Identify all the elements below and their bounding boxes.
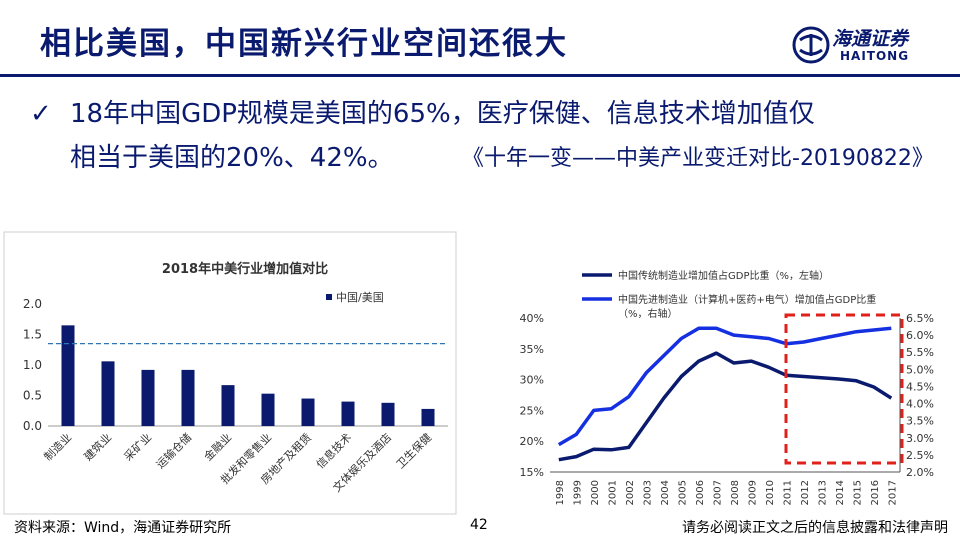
line-right-tick-label: 4.0% <box>906 398 934 411</box>
line-x-tick-label: 2009 <box>747 480 758 505</box>
bar-房地产及租赁 <box>301 398 315 426</box>
report-reference: 《十年一变——中美产业变迁对比-20190822》 <box>462 146 934 171</box>
line-x-tick-label: 2000 <box>590 480 601 505</box>
bar-chart: 2018年中美行业增加值对比 中国/美国 0.0 0.5 1.0 1.5 2.0 制造业… <box>3 231 457 515</box>
line-right-tick-label: 3.5% <box>906 415 934 428</box>
line-left-tick-label: 25% <box>520 404 544 417</box>
line-right-tick-label: 6.0% <box>906 329 934 342</box>
title-divider <box>0 74 960 77</box>
line-x-tick-label: 2016 <box>870 480 881 505</box>
line-left-tick-label: 30% <box>520 374 544 387</box>
line-x-tick-label: 2014 <box>835 480 846 505</box>
bar-chart-title: 2018年中美行业增加值对比 <box>162 261 328 277</box>
haitong-logo: 海通证券 HAITONG <box>792 22 942 68</box>
line-left-tick-label: 15% <box>520 466 544 479</box>
data-source: 资料来源：Wind，海通证券研究所 <box>14 520 232 536</box>
logo-text-en: HAITONG <box>840 49 910 63</box>
disclaimer: 请务必阅读正文之后的信息披露和法律声明 <box>682 520 948 536</box>
line-x-tick-label: 2006 <box>695 480 706 505</box>
bar-category-label: 金融业 <box>201 430 234 463</box>
bar-category-label: 采矿业 <box>122 431 155 464</box>
line-right-tick-label: 6.5% <box>906 312 934 325</box>
bar-金融业 <box>221 385 235 426</box>
legend-label-advanced: 中国先进制造业（计算机+医药+电气）增加值占GDP比重 （%，右轴） <box>618 293 879 320</box>
line-x-tick-label: 2015 <box>852 480 863 505</box>
bar-chart-frame <box>3 231 457 515</box>
line-x-tick-label: 2005 <box>677 480 688 505</box>
highlight-box <box>784 313 904 465</box>
line-x-tick-label: 2007 <box>712 480 723 505</box>
bar-运输仓储 <box>181 369 195 426</box>
line-left-tick-label: 40% <box>520 312 544 325</box>
line-x-tick-label: 2003 <box>642 480 653 505</box>
line-x-tick-label: 2001 <box>607 480 618 505</box>
line-x-tick-label: 2008 <box>730 480 741 505</box>
line-right-tick-label: 3.0% <box>906 432 934 445</box>
line-left-tick-label: 35% <box>520 343 544 356</box>
line-x-tick-label: 2004 <box>660 480 671 505</box>
line-right-tick-label: 2.5% <box>906 449 934 462</box>
line-x-tick-label: 2013 <box>817 480 828 505</box>
bar-文体娱乐及酒店 <box>381 402 395 426</box>
page-number: 42 <box>470 517 488 533</box>
bar-legend-label: 中国/美国 <box>336 291 384 304</box>
logo-text-cn: 海通证券 <box>832 28 909 50</box>
check-icon: ✓ <box>30 99 52 129</box>
line-right-tick-label: 5.0% <box>906 363 934 376</box>
slide-title: 相比美国，中国新兴行业空间还很大 <box>40 26 568 62</box>
bar-建筑业 <box>101 361 115 426</box>
key-point-line1: 18年中国GDP规模是美国的65%，医疗保健、信息技术增加值仅 <box>70 99 815 129</box>
line-right-tick-label: 5.5% <box>906 346 934 359</box>
key-point-line2: 相当于美国的20%、42%。 <box>70 143 394 173</box>
bar-category-label: 运输仓储 <box>153 430 194 471</box>
bar-y-tick-label: 2.0 <box>23 297 42 311</box>
line-x-tick-label: 2011 <box>782 480 793 505</box>
bar-category-label: 建筑业 <box>81 430 114 463</box>
bar-信息技术 <box>341 401 355 426</box>
bar-y-tick-label: 0.5 <box>23 389 42 403</box>
bar-采矿业 <box>141 369 155 426</box>
bar-制造业 <box>61 325 75 426</box>
line-x-tick-label: 2017 <box>887 480 898 505</box>
line-x-tick-label: 1998 <box>555 480 566 505</box>
bar-卫生保健 <box>421 408 435 426</box>
line-x-tick-label: 2012 <box>800 480 811 505</box>
line-right-tick-label: 4.5% <box>906 380 934 393</box>
bar-category-label: 制造业 <box>41 430 74 463</box>
bar-y-tick-label: 0.0 <box>23 419 42 433</box>
series-line-advanced <box>557 326 892 447</box>
line-left-tick-label: 20% <box>520 435 544 448</box>
bar-category-label: 卫生保健 <box>393 430 434 471</box>
line-right-tick-label: 2.0% <box>906 466 934 479</box>
line-x-tick-label: 1999 <box>572 480 583 505</box>
line-chart: 中国传统制造业增加值占GDP比重（%，左轴） 中国先进制造业（计算机+医药+电气… <box>520 269 934 505</box>
bar-批发和零售业 <box>261 393 275 426</box>
bar-legend-swatch <box>326 294 332 300</box>
bar-category-label: 信息技术 <box>313 430 354 471</box>
series-line-traditional <box>558 351 893 462</box>
bar-y-tick-label: 1.0 <box>23 358 42 372</box>
line-x-tick-label: 2010 <box>765 480 776 505</box>
bar-y-tick-label: 1.5 <box>23 328 42 342</box>
legend-label-traditional: 中国传统制造业增加值占GDP比重（%，左轴） <box>618 269 829 282</box>
line-x-tick-label: 2002 <box>625 480 636 505</box>
haitong-logo-icon <box>792 26 830 64</box>
